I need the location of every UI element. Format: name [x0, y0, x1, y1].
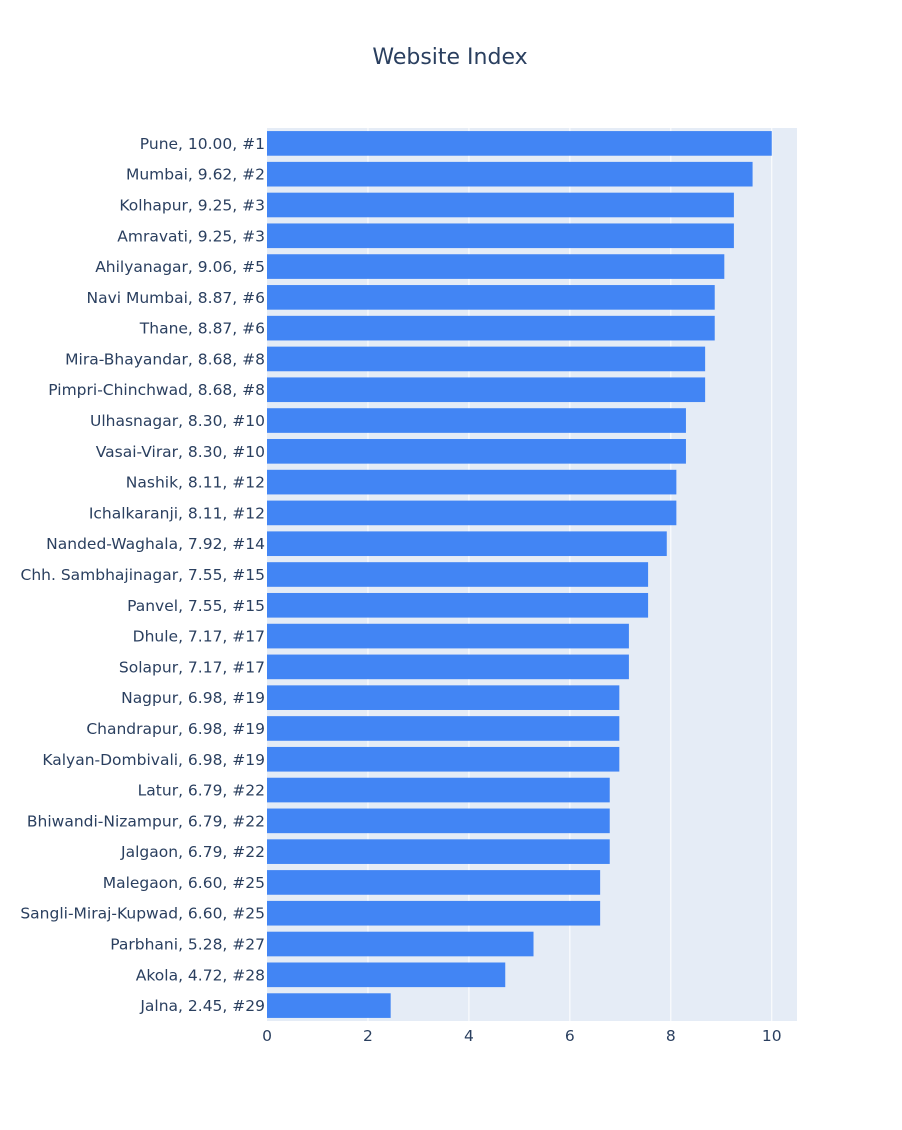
bar[interactable]	[267, 346, 706, 372]
category-label: Latur, 6.79, #22	[138, 782, 265, 800]
category-label: Jalna, 2.45, #29	[139, 997, 265, 1015]
bar[interactable]	[267, 223, 734, 249]
bar[interactable]	[267, 900, 601, 926]
bar[interactable]	[267, 962, 506, 988]
category-label: Pimpri-Chinchwad, 8.68, #8	[48, 381, 265, 399]
bar[interactable]	[267, 562, 649, 587]
x-tick-label: 4	[464, 1027, 474, 1045]
category-label: Dhule, 7.17, #17	[133, 628, 265, 646]
category-label: Sangli-Miraj-Kupwad, 6.60, #25	[20, 905, 265, 923]
bar[interactable]	[267, 623, 629, 649]
bar[interactable]	[267, 931, 534, 957]
x-tick-label: 10	[762, 1027, 782, 1045]
category-label: Parbhani, 5.28, #27	[110, 936, 265, 954]
x-tick-labels: 0 2 4 6 8 10	[262, 1027, 782, 1045]
category-label: Pune, 10.00, #1	[140, 135, 265, 153]
category-label: Nagpur, 6.98, #19	[121, 689, 265, 707]
x-tick-label: 6	[565, 1027, 575, 1045]
category-label: Chandrapur, 6.98, #19	[86, 720, 265, 738]
category-label: Panvel, 7.55, #15	[127, 597, 265, 615]
bar[interactable]	[267, 439, 686, 464]
category-label: Nanded-Waghala, 7.92, #14	[46, 535, 265, 553]
bar[interactable]	[267, 808, 610, 834]
category-label: Ahilyanagar, 9.06, #5	[95, 258, 265, 276]
category-label: Ulhasnagar, 8.30, #10	[90, 412, 265, 430]
chart-title: Website Index	[372, 45, 527, 70]
category-label: Vasai-Virar, 8.30, #10	[96, 443, 265, 461]
category-labels: Pune, 10.00, #1 Mumbai, 9.62, #2 Kolhapur,…	[20, 135, 265, 1015]
bar[interactable]	[267, 285, 715, 310]
category-label: Jalgaon, 6.79, #22	[120, 843, 265, 861]
category-label: Nashik, 8.11, #12	[126, 474, 265, 492]
bars	[267, 131, 772, 1018]
category-label: Malegaon, 6.60, #25	[103, 874, 265, 892]
bar[interactable]	[267, 993, 391, 1018]
bar[interactable]	[267, 315, 715, 341]
bar[interactable]	[267, 870, 601, 895]
bar[interactable]	[267, 746, 620, 772]
category-label: Mira-Bhayandar, 8.68, #8	[65, 350, 265, 368]
bar[interactable]	[267, 469, 677, 495]
category-label: Kalyan-Dombivali, 6.98, #19	[42, 751, 265, 769]
bar[interactable]	[267, 716, 620, 741]
bar[interactable]	[267, 254, 725, 279]
category-label: Akola, 4.72, #28	[136, 966, 265, 984]
bar[interactable]	[267, 777, 610, 803]
bar[interactable]	[267, 408, 686, 433]
category-label: Chh. Sambhajinagar, 7.55, #15	[21, 566, 266, 584]
category-label: Navi Mumbai, 8.87, #6	[86, 289, 265, 307]
bar[interactable]	[267, 531, 667, 557]
x-tick-label: 2	[363, 1027, 373, 1045]
bar[interactable]	[267, 131, 772, 156]
bar[interactable]	[267, 839, 610, 864]
category-label: Kolhapur, 9.25, #3	[119, 196, 265, 214]
bar[interactable]	[267, 592, 649, 618]
bar[interactable]	[267, 192, 734, 218]
category-label: Amravati, 9.25, #3	[117, 227, 265, 245]
category-label: Thane, 8.87, #6	[139, 320, 265, 338]
x-tick-label: 8	[666, 1027, 676, 1045]
bar[interactable]	[267, 377, 706, 403]
bar[interactable]	[267, 685, 620, 710]
x-tick-label: 0	[262, 1027, 272, 1045]
category-label: Mumbai, 9.62, #2	[126, 166, 265, 184]
category-label: Bhiwandi-Nizampur, 6.79, #22	[27, 812, 265, 830]
bar[interactable]	[267, 161, 753, 187]
bar[interactable]	[267, 500, 677, 526]
category-label: Solapur, 7.17, #17	[119, 658, 265, 676]
category-label: Ichalkaranji, 8.11, #12	[89, 504, 265, 522]
bar[interactable]	[267, 654, 629, 680]
